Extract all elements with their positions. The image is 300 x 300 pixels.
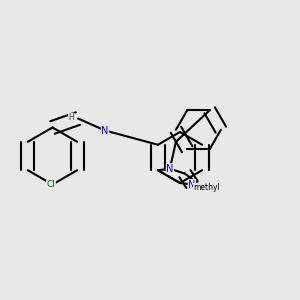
Text: N: N bbox=[166, 164, 174, 174]
Text: N: N bbox=[101, 125, 109, 136]
Text: Cl: Cl bbox=[46, 180, 56, 189]
Text: H: H bbox=[68, 113, 74, 122]
Text: N: N bbox=[188, 179, 196, 190]
Text: methyl: methyl bbox=[203, 185, 208, 186]
Text: methyl: methyl bbox=[194, 183, 220, 192]
